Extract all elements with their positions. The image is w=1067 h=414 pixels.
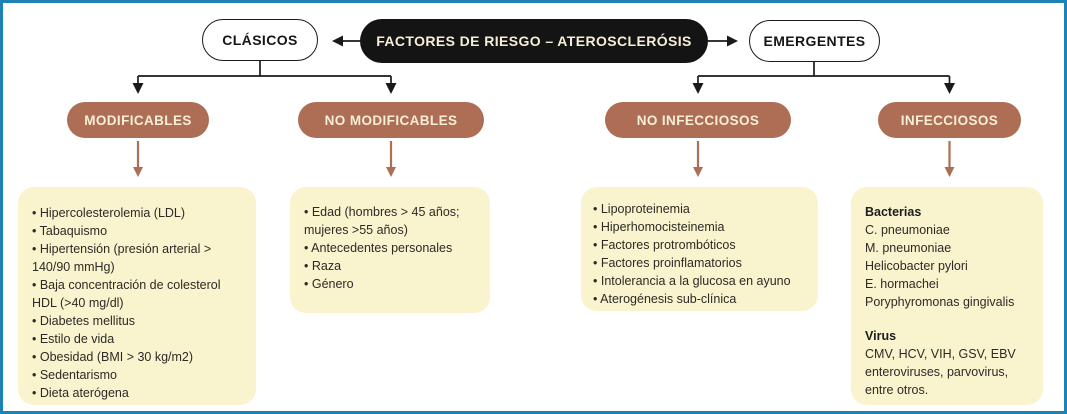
list-box-no-infecciosos: • Lipoproteinemia • Hiperhomocisteinemia •… bbox=[581, 187, 818, 311]
list-item: • Factores protrombóticos bbox=[593, 238, 736, 252]
category-node-label: NO MODIFICABLES bbox=[324, 112, 458, 128]
list-item: • Estilo de vida bbox=[32, 332, 115, 346]
category-node-label: NO INFECCIOSOS bbox=[636, 112, 760, 128]
category-node-infecciosos: INFECCIOSOS bbox=[878, 102, 1021, 138]
list-item: • Edad (hombres > 45 años; mujeres >55 a… bbox=[304, 205, 460, 237]
branch-node-label: EMERGENTES bbox=[763, 33, 866, 49]
category-node-modificables: MODIFICABLES bbox=[67, 102, 209, 138]
list-item: • Sedentarismo bbox=[32, 368, 117, 382]
list-section: Bacterias C. pneumoniae M. pneumoniae Helic… bbox=[865, 203, 1029, 311]
list-box-modificables: • Hipercolesterolemia (LDL) • Tabaquismo •… bbox=[18, 187, 256, 405]
category-node-label: INFECCIOSOS bbox=[900, 112, 999, 128]
list-item: Poryphyromonas gingivalis bbox=[865, 295, 1015, 309]
list-item: • Antecedentes personales bbox=[304, 241, 453, 255]
list-item: CMV, HCV, VIH, GSV, EBV enteroviruses, p… bbox=[865, 347, 1016, 397]
branch-node-clasicos: CLÁSICOS bbox=[202, 19, 318, 61]
list-section-heading: Virus bbox=[865, 329, 897, 343]
list-item: • Hiperhomocisteinemia bbox=[593, 220, 725, 234]
list-item: M. pneumoniae bbox=[865, 241, 952, 255]
list-item: • Hipertensión (presión arterial > 140/9… bbox=[32, 242, 212, 274]
branch-node-label: CLÁSICOS bbox=[222, 32, 298, 48]
list-item: • Baja concentración de colesterol HDL (… bbox=[32, 278, 221, 310]
category-node-no-infecciosos: NO INFECCIOSOS bbox=[605, 102, 791, 138]
list-section: Virus CMV, HCV, VIH, GSV, EBV enterovirus… bbox=[865, 327, 1029, 399]
branch-node-emergentes: EMERGENTES bbox=[749, 20, 880, 62]
list-item: Helicobacter pylori bbox=[865, 259, 968, 273]
list-item: • Tabaquismo bbox=[32, 224, 108, 238]
list-section-heading: Bacterias bbox=[865, 205, 922, 219]
list-item: • Obesidad (BMI > 30 kg/m2) bbox=[32, 350, 194, 364]
root-node: FACTORES DE RIESGO – ATEROSCLERÓSIS bbox=[360, 19, 708, 63]
list-item: • Lipoproteinemia bbox=[593, 202, 690, 216]
list-box-no-modificables: • Edad (hombres > 45 años; mujeres >55 a… bbox=[290, 187, 490, 313]
list-item: • Raza bbox=[304, 259, 342, 273]
list-item: • Intolerancia a la glucosa en ayuno bbox=[593, 274, 791, 288]
list-item: • Dieta aterógena bbox=[32, 386, 129, 400]
branch-left-stub bbox=[138, 61, 391, 77]
list-item: • Aterogénesis sub-clínica bbox=[593, 292, 737, 306]
list-item: E. hormachei bbox=[865, 277, 939, 291]
branch-right-stub bbox=[698, 62, 950, 77]
root-node-label: FACTORES DE RIESGO – ATEROSCLERÓSIS bbox=[376, 33, 692, 49]
list-item: • Diabetes mellitus bbox=[32, 314, 136, 328]
list-item: C. pneumoniae bbox=[865, 223, 950, 237]
list-box-infecciosos: Bacterias C. pneumoniae M. pneumoniae Helic… bbox=[851, 187, 1043, 405]
list-item: • Género bbox=[304, 277, 354, 291]
list-item: • Hipercolesterolemia (LDL) bbox=[32, 206, 186, 220]
category-node-no-modificables: NO MODIFICABLES bbox=[298, 102, 484, 138]
category-node-label: MODIFICABLES bbox=[84, 112, 192, 128]
list-item: • Factores proinflamatorios bbox=[593, 256, 742, 270]
